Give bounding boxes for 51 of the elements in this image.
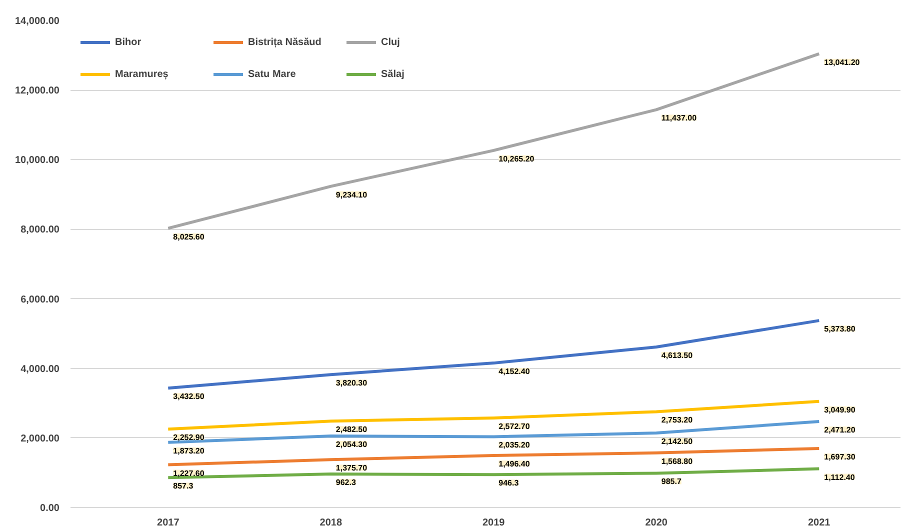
data-label: 2,572.70 — [498, 422, 530, 432]
data-label: 2,753.20 — [661, 416, 694, 425]
y-tick-label: 0.00 — [40, 503, 60, 514]
line-series — [166, 52, 821, 230]
data-label: 1,496.40 — [498, 459, 530, 468]
data-label: 3,820.30 — [336, 378, 368, 388]
data-label: 962.3 — [336, 478, 356, 488]
data-label: 10,265.20 — [498, 154, 535, 164]
legend-label: Bihor — [115, 36, 142, 50]
legend-label: Maramureș — [115, 68, 170, 82]
legend-label: Cluj — [381, 36, 401, 50]
x-tick-label: 2019 — [482, 518, 506, 528]
legend-label: Bistrița Năsăud — [248, 36, 322, 50]
data-label: 3,049.90 — [824, 405, 856, 414]
y-tick-label: 12,000.00 — [15, 86, 60, 97]
data-label: 1,375.70 — [336, 464, 368, 473]
legend-label: Satu Mare — [248, 68, 297, 82]
data-label: 13,041.20 — [824, 58, 860, 67]
data-label: 1,873.20 — [173, 446, 205, 456]
data-label: 857.3 — [173, 482, 194, 491]
data-label: 946.3 — [498, 478, 520, 488]
data-label: 8,025.60 — [173, 232, 205, 242]
data-label: 4,152.40 — [498, 367, 530, 376]
y-tick-label: 6,000.00 — [20, 294, 60, 306]
y-tick-label: 10,000.00 — [15, 155, 60, 166]
data-label: 4,613.50 — [661, 351, 694, 360]
data-label: 2,054.30 — [336, 440, 368, 450]
data-label: 1,697.30 — [824, 452, 856, 462]
data-label: 2,035.20 — [498, 440, 530, 450]
data-label: 1,112.40 — [824, 472, 856, 482]
data-label: 2,252.90 — [173, 433, 205, 442]
data-label: 11,437.00 — [661, 114, 698, 123]
data-label: 2,142.50 — [661, 436, 694, 446]
x-tick-label: 2017 — [157, 518, 180, 528]
data-label: 3,432.50 — [173, 392, 205, 402]
data-label: 1,227.60 — [173, 468, 205, 478]
data-label: 2,471.20 — [824, 426, 856, 435]
y-tick-label: 4,000.00 — [20, 364, 60, 375]
legend-label: Sălaj — [381, 68, 406, 82]
line-series — [166, 319, 821, 390]
x-tick-label: 2018 — [320, 518, 342, 528]
y-tick-label: 14,000.00 — [15, 16, 60, 27]
x-tick-label: 2021 — [808, 518, 831, 528]
y-tick-label: 8,000.00 — [20, 224, 60, 236]
y-tick-label: 2,000.00 — [20, 433, 60, 444]
data-label: 1,568.80 — [661, 456, 694, 466]
data-label: 2,482.50 — [336, 425, 368, 434]
data-label: 9,234.10 — [336, 190, 368, 200]
data-label: 985.7 — [661, 477, 682, 486]
x-tick-label: 2020 — [645, 518, 668, 528]
data-label: 5,373.80 — [824, 324, 856, 334]
